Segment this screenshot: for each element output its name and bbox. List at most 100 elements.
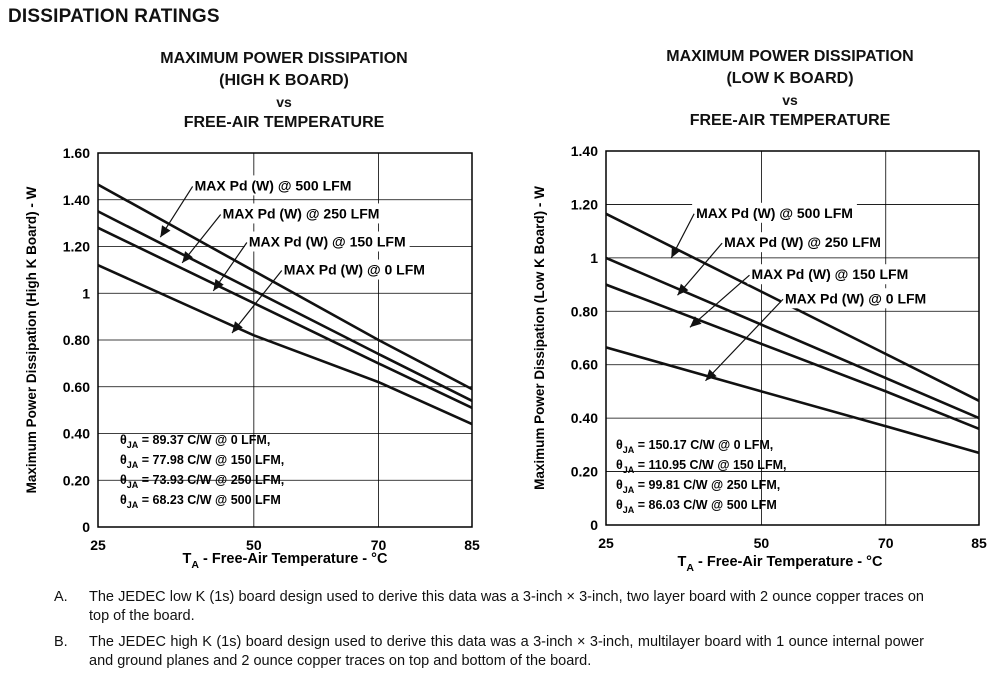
chart-2-ytick-label: 0 xyxy=(590,517,598,533)
chart-1-theta-value: = 68.23 C/W @ 500 LFM xyxy=(138,493,280,507)
chart-1-xlabel-rest: - Free-Air Temperature - °C xyxy=(199,551,388,567)
chart-2-leader-arrowhead-4 xyxy=(705,369,717,381)
chart-1-ytick-label: 1.40 xyxy=(63,192,90,208)
chart-1-xlabel-sub: A xyxy=(191,559,199,571)
chart-1-xtick-label: 25 xyxy=(90,537,106,553)
chart-1-xtick-label: 50 xyxy=(246,537,262,553)
chart-2-ytick-label: 0.40 xyxy=(571,410,598,426)
chart-1-theta-annotation-3: θJA = 73.93 C/W @ 250 LFM, xyxy=(120,473,284,490)
chart-2-xtick-label: 50 xyxy=(754,535,770,551)
chart-1-ytick-label: 0.80 xyxy=(63,332,90,348)
chart-2-title-line-1: MAXIMUM POWER DISSIPATION xyxy=(666,48,914,65)
chart-1-xlabel-main: T xyxy=(183,551,192,567)
chart-2-series-line-1 xyxy=(605,212,980,402)
chart-2-theta-annotation-3: θJA = 99.81 C/W @ 250 LFM, xyxy=(616,478,780,495)
chart-1-title-line-4: FREE-AIR TEMPERATURE xyxy=(183,114,385,131)
chart-2-ytick-label: 0.20 xyxy=(571,464,598,480)
chart-1-series-label-1: MAX Pd (W) @ 500 LFM xyxy=(195,177,352,193)
chart-2-xtick-label: 70 xyxy=(878,535,894,551)
chart-1-ytick-label: 0.60 xyxy=(63,379,90,395)
chart-1-series-label-bg-4 xyxy=(279,259,429,280)
chart-1-leader-line-4 xyxy=(231,270,283,334)
chart-1-series-label-4: MAX Pd (W) @ 0 LFM xyxy=(284,262,425,278)
chart-1-leader-arrowhead-3 xyxy=(213,279,224,291)
note-a-letter: A. xyxy=(54,589,68,605)
chart-2-ytick-label: 1.20 xyxy=(571,196,598,212)
chart-2-xlabel-sub: A xyxy=(686,562,694,574)
chart-2-frame xyxy=(605,150,980,526)
chart-2-theta-subscript: JA xyxy=(623,465,635,475)
note-a-text: The JEDEC low K (1s) board design used t… xyxy=(89,589,924,624)
chart-1-theta-symbol: θ xyxy=(120,433,127,447)
chart-1-theta-subscript: JA xyxy=(127,440,139,450)
chart-2-theta-value: = 99.81 C/W @ 250 LFM, xyxy=(634,478,780,492)
chart-1-theta-annotation-4: θJA = 68.23 C/W @ 500 LFM xyxy=(120,493,281,510)
chart-1-series-label-3: MAX Pd (W) @ 150 LFM xyxy=(249,234,406,250)
chart-1-series-line-4 xyxy=(97,264,473,426)
note-b: B. The JEDEC high K (1s) board design us… xyxy=(54,633,924,671)
chart-1-title-line-1: MAXIMUM POWER DISSIPATION xyxy=(160,50,408,67)
chart-1-theta-symbol: θ xyxy=(120,473,127,487)
chart-1-series-line-1 xyxy=(97,183,473,391)
chart-1-xtick-label: 70 xyxy=(371,537,387,553)
chart-2-xtick-label: 25 xyxy=(598,535,614,551)
chart-1-series-line-3 xyxy=(97,226,473,409)
chart-1-ytick-label: 1.60 xyxy=(63,145,90,161)
section-title: DISSIPATION RATINGS xyxy=(8,6,220,27)
chart-1-xtick-label: 85 xyxy=(464,537,480,553)
chart-1-leader-arrowhead-2 xyxy=(182,251,193,263)
chart-2-xlabel-rest: - Free-Air Temperature - °C xyxy=(694,554,883,570)
chart-1-theta-value: = 73.93 C/W @ 250 LFM, xyxy=(138,473,284,487)
chart-2-series-label-4: MAX Pd (W) @ 0 LFM xyxy=(785,290,926,306)
chart-2-leader-line-3 xyxy=(689,274,750,328)
note-b-letter: B. xyxy=(54,634,68,650)
chart-2-theta-value: = 110.95 C/W @ 150 LFM, xyxy=(634,458,786,472)
chart-1-title-line-3: vs xyxy=(276,94,292,110)
chart-2-series-line-2 xyxy=(605,256,980,420)
chart-2-series-label-bg-2 xyxy=(720,232,885,253)
chart-2-theta-symbol: θ xyxy=(616,478,623,492)
chart-2-series-line-3 xyxy=(605,283,980,431)
chart-2-leader-arrowhead-1 xyxy=(671,245,681,258)
chart-1-theta-symbol: θ xyxy=(120,453,127,467)
chart-1-theta-value: = 77.98 C/W @ 150 LFM, xyxy=(138,453,284,467)
chart-2-ytick-label: 1.40 xyxy=(571,143,598,159)
note-a: A. The JEDEC low K (1s) board design use… xyxy=(54,588,924,626)
chart-2-title: MAXIMUM POWER DISSIPATION (LOW K BOARD) … xyxy=(638,46,942,132)
chart-1-ylabel: Maximum Power Dissipation (High K Board)… xyxy=(24,186,39,493)
chart-2-leader-line-2 xyxy=(677,242,723,296)
chart-2-theta-value: = 86.03 C/W @ 500 LFM xyxy=(634,498,776,512)
chart-2-theta-subscript: JA xyxy=(623,505,635,515)
chart-2-leader-arrowhead-3 xyxy=(689,316,702,328)
chart-1-ytick-label: 0 xyxy=(82,519,90,535)
chart-2-xtick-label: 85 xyxy=(971,535,987,551)
chart-1-theta-subscript: JA xyxy=(127,480,139,490)
chart-2-theta-subscript: JA xyxy=(623,445,635,455)
chart-2-series-label-bg-1 xyxy=(692,202,857,223)
chart-2-ytick-label: 1 xyxy=(590,250,598,266)
chart-2-theta-annotation-2: θJA = 110.95 C/W @ 150 LFM, xyxy=(616,458,786,475)
chart-1-leader-arrowhead-4 xyxy=(232,321,243,333)
chart-2-title-line-4: FREE-AIR TEMPERATURE xyxy=(689,112,891,129)
chart-2-xlabel-main: T xyxy=(678,554,687,570)
chart-2-leader-arrowhead-2 xyxy=(677,283,689,296)
chart-1-leader-arrowhead-1 xyxy=(160,225,171,238)
chart-1-theta-annotation-1: θJA = 89.37 C/W @ 0 LFM, xyxy=(120,433,270,450)
chart-1-title: MAXIMUM POWER DISSIPATION (HIGH K BOARD)… xyxy=(134,48,434,134)
chart-2-theta-symbol: θ xyxy=(616,498,623,512)
chart-2-plot: 0 0.20 0.40 0.60 0.80 1 1.20 1.40 25 50 70 85 Maximu… xyxy=(532,143,987,574)
chart-2-series-line-4 xyxy=(605,346,980,455)
chart-1-series-label-bg-1 xyxy=(190,175,356,196)
chart-1-series-label-bg-2 xyxy=(218,203,384,224)
chart-1-theta-value: = 89.37 C/W @ 0 LFM, xyxy=(138,433,270,447)
chart-2-ylabel: Maximum Power Dissipation (Low K Board) … xyxy=(532,186,547,490)
chart-2-theta-annotation-1: θJA = 150.17 C/W @ 0 LFM, xyxy=(616,438,773,455)
chart-1-series-line-2 xyxy=(97,210,473,402)
chart-1-title-line-2: (HIGH K BOARD) xyxy=(219,72,349,89)
chart-1-theta-subscript: JA xyxy=(127,460,139,470)
chart-2-title-line-2: (LOW K BOARD) xyxy=(726,70,854,87)
chart-1-frame xyxy=(97,152,473,528)
chart-1-ytick-label: 1.20 xyxy=(63,239,90,255)
chart-2-theta-value: = 150.17 C/W @ 0 LFM, xyxy=(634,438,773,452)
